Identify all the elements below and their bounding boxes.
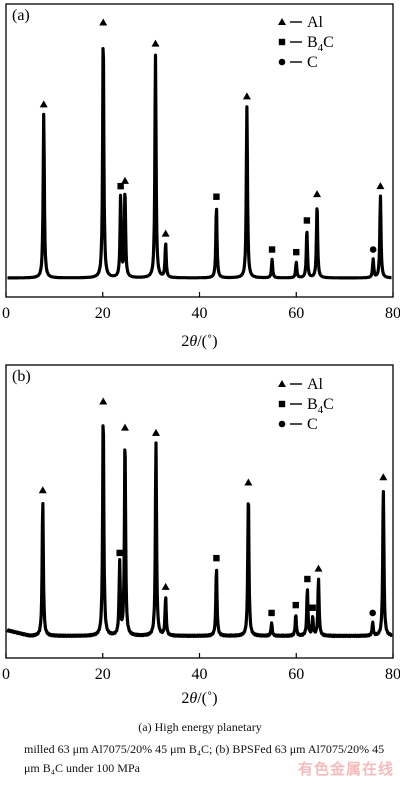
x-tick-label: 0 [2, 666, 10, 683]
legend-marker-circle [278, 420, 286, 428]
legend-label: Al [307, 376, 324, 393]
peak-marker-al [244, 478, 253, 486]
x-tick-label: 40 [192, 666, 208, 683]
peak-marker-al [161, 582, 170, 590]
peak-marker-c [369, 246, 377, 253]
xrd-pattern-line [6, 46, 393, 280]
peak-marker-b4c [268, 609, 275, 617]
x-tick-label: 60 [288, 305, 304, 322]
x-axis-label: 2θ/(˚) [181, 333, 217, 350]
peak-marker-al [99, 18, 108, 26]
peak-marker-b4c [309, 604, 316, 611]
peak-marker-al [121, 423, 130, 431]
x-axis-label-two: 2 [181, 333, 189, 350]
peak-marker-al [151, 428, 160, 436]
plot-frame [5, 3, 394, 298]
legend-label-subscript: 4 [318, 42, 324, 54]
legend-marker-circle [278, 58, 286, 66]
peak-marker-al [376, 182, 385, 190]
panel-label: (b) [12, 368, 31, 385]
x-axis-label-two: 2 [181, 690, 189, 707]
peak-marker-b4c [117, 182, 124, 190]
x-tick-label: 20 [95, 305, 111, 322]
peak-marker-b4c [116, 549, 123, 557]
x-axis-label-unit: /(˚) [197, 690, 217, 707]
legend-label-c: C [323, 396, 334, 413]
peak-marker-al [99, 397, 108, 405]
legend-marker-square [278, 38, 286, 46]
legend-label: Al [307, 14, 324, 31]
x-tick-label: 40 [192, 305, 208, 322]
x-tick-label: 20 [95, 666, 111, 683]
x-tick-label: 0 [2, 305, 10, 322]
x-tick-label: 60 [288, 666, 304, 683]
peak-marker-b4c [292, 601, 299, 609]
peak-marker-al [39, 100, 48, 108]
plot-frame [5, 364, 394, 659]
x-axis-label-theta: θ [189, 690, 197, 707]
legend-label-subscript: 4 [318, 404, 324, 416]
panel-label: (a) [12, 7, 30, 24]
figure-caption-line1: (a) High energy planetary [138, 720, 262, 734]
xrd-pattern-line [6, 424, 393, 639]
peak-marker-c [369, 609, 376, 617]
x-tick-label: 80 [385, 305, 400, 322]
peak-marker-b4c [213, 193, 220, 200]
peak-marker-al [121, 176, 130, 184]
x-axis-label-theta: θ [189, 333, 197, 350]
peak-marker-b4c [213, 554, 220, 562]
peak-marker-al [314, 564, 323, 572]
legend-label-b: B [307, 34, 318, 51]
legend-label-c: C [323, 34, 334, 51]
peak-marker-al [161, 229, 170, 237]
peak-marker-b4c [268, 246, 276, 253]
figure-caption-line2: milled 63 μm Al7075/20% 45 μm B₄C; (b) B… [24, 742, 385, 775]
peak-marker-b4c [304, 575, 311, 583]
legend-marker-triangle [278, 18, 286, 25]
peak-marker-al [379, 473, 388, 481]
legend-label: C [307, 54, 318, 71]
legend-marker-square [278, 400, 286, 408]
legend-label: B4C [307, 396, 334, 416]
peak-marker-b4c [303, 217, 311, 224]
peak-marker-al [242, 92, 251, 100]
legend-label: B4C [307, 34, 334, 54]
legend-label-b: B [307, 396, 318, 413]
x-axis-label: 2θ/(˚) [181, 690, 217, 707]
site-watermark: 有色金属在线 [297, 760, 394, 778]
x-tick-label: 80 [385, 666, 400, 683]
peak-marker-al [151, 39, 160, 47]
peak-marker-b4c [293, 248, 300, 256]
legend-marker-triangle [278, 380, 286, 387]
x-axis-label-unit: /(˚) [197, 333, 217, 350]
peak-marker-al [313, 190, 322, 198]
peak-marker-al [38, 486, 47, 494]
legend-label: C [307, 416, 318, 433]
